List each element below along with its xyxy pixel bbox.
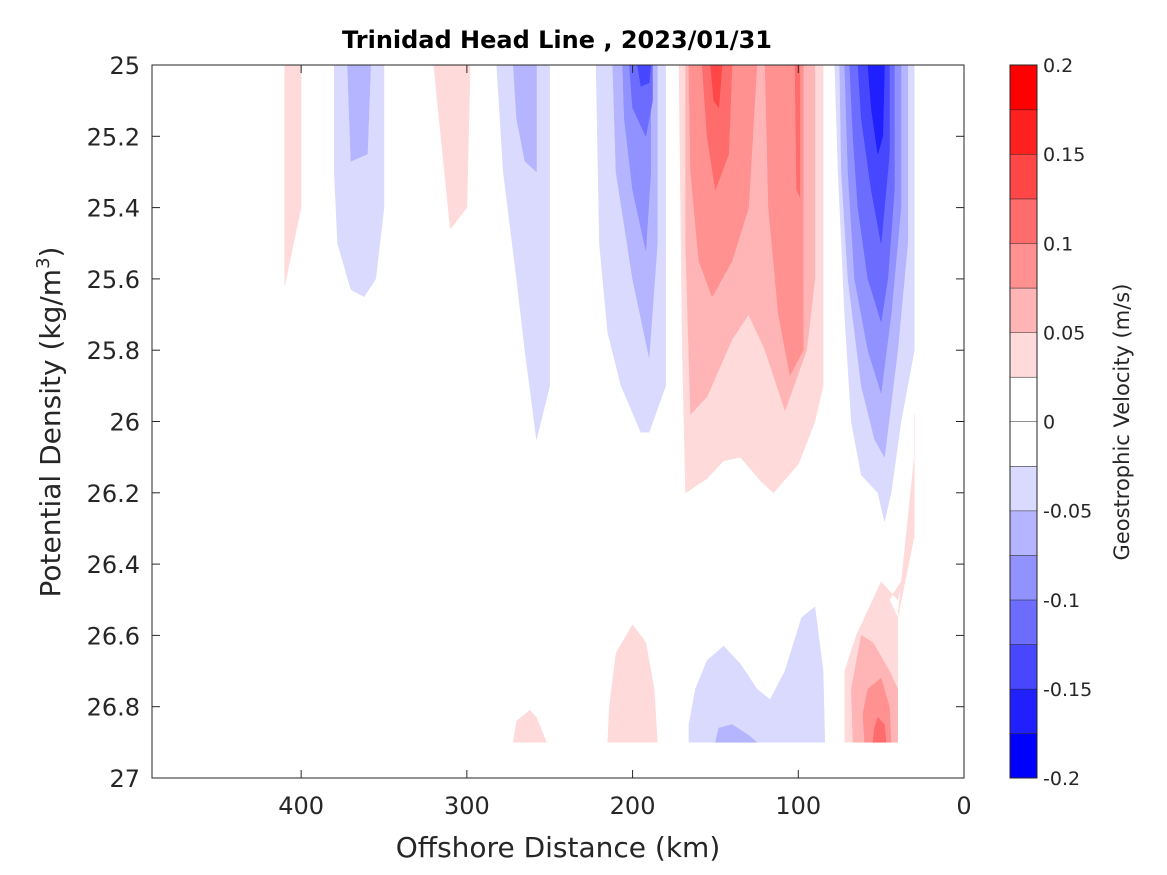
contour-region-28	[872, 716, 887, 743]
contour-region-2	[347, 64, 371, 162]
chart-title: Trinidad Head Line , 2023/01/31	[342, 26, 772, 54]
colorbar-swatch	[1010, 644, 1037, 689]
colorbar-ticks: 0.2 0.15 0.1 0.05 0 -0.05 -0.1 -0.15 -0.2	[1043, 55, 1092, 790]
colorbar-tick-label: -0.05	[1043, 501, 1092, 523]
y-tick-label: 26.4	[87, 551, 140, 579]
contour-region-31	[607, 624, 658, 743]
x-tick-label: 100	[775, 792, 821, 820]
y-axis-label-main: Potential Density (kg/m	[34, 269, 67, 598]
y-axis-label: Potential Density (kg/m3)	[33, 247, 67, 598]
y-tick-label: 25.6	[87, 266, 140, 294]
colorbar-tick-label: 0.2	[1043, 55, 1073, 77]
colorbar-swatch	[1010, 287, 1037, 333]
y-tick-label: 26.8	[87, 694, 140, 722]
colorbar-swatch	[1010, 154, 1037, 199]
contour-fills	[284, 64, 915, 743]
colorbar-tick-label: -0.1	[1043, 590, 1080, 612]
contour-region-25	[897, 457, 915, 618]
x-tick-label: 300	[444, 792, 490, 820]
colorbar-swatch	[1010, 733, 1037, 778]
colorbar-frame	[1009, 64, 1038, 779]
contour-region-13	[688, 64, 758, 298]
colorbar-tick-label: 0.15	[1043, 144, 1085, 166]
x-axis-label: Offshore Distance (km)	[396, 831, 721, 864]
colorbar-tick-label: 0.05	[1043, 322, 1085, 344]
colorbar-tick-label: -0.15	[1043, 679, 1092, 701]
y-tick-label: 25	[109, 52, 140, 80]
colorbar-label: Geostrophic Velocity (m/s)	[1110, 284, 1134, 561]
contour-region-30	[715, 724, 758, 743]
y-tick-label: 26.6	[87, 622, 140, 650]
y-tick-label: 25.2	[87, 123, 140, 151]
colorbar-tick-label: -0.2	[1043, 768, 1080, 790]
x-axis: 400 300 200 100 0	[278, 65, 972, 820]
y-tick-label: 25.4	[87, 195, 140, 223]
contour-region-1	[334, 64, 385, 298]
colorbar-swatch	[1010, 466, 1037, 511]
y-tick-label: 26	[109, 409, 140, 437]
colorbar-swatch	[1010, 332, 1037, 377]
y-tick-label: 27	[109, 765, 140, 793]
colorbar-swatch	[1010, 65, 1037, 110]
contour-region-32	[513, 709, 547, 743]
y-tick-label: 26.2	[87, 480, 140, 508]
colorbar-swatch	[1010, 599, 1037, 645]
colorbar-swatch	[1010, 688, 1037, 734]
colorbar-swatch	[1010, 510, 1037, 556]
colorbar-swatch	[1010, 421, 1037, 467]
colorbar-swatch	[1010, 376, 1037, 422]
colorbar-swatches	[1010, 64, 1037, 778]
y-axis: 25 25.2 25.4 25.6 25.8 26 26.2 26.4 26.6 26.8 27	[87, 52, 964, 793]
y-tick-label: 25.8	[87, 337, 140, 365]
contour-region-29	[688, 606, 826, 743]
y-axis-label-close: )	[34, 247, 67, 258]
y-axis-label-superscript: 3	[33, 257, 54, 268]
colorbar-tick-label: 0.1	[1043, 233, 1073, 255]
x-tick-label: 0	[956, 792, 971, 820]
x-tick-label: 200	[610, 792, 656, 820]
colorbar-swatch	[1010, 198, 1037, 244]
plot-area: 400 300 200 100 0 25 25.2 25.4 25.6 25.8 26 26.2 26…	[87, 52, 972, 820]
colorbar-swatch	[1010, 109, 1037, 155]
x-tick-label: 400	[278, 792, 324, 820]
colorbar-swatch	[1010, 243, 1037, 288]
colorbar-tick-label: 0	[1043, 412, 1055, 434]
colorbar: 0.2 0.15 0.1 0.05 0 -0.05 -0.1 -0.15 -0.2	[1009, 55, 1092, 790]
colorbar-swatch	[1010, 555, 1037, 600]
